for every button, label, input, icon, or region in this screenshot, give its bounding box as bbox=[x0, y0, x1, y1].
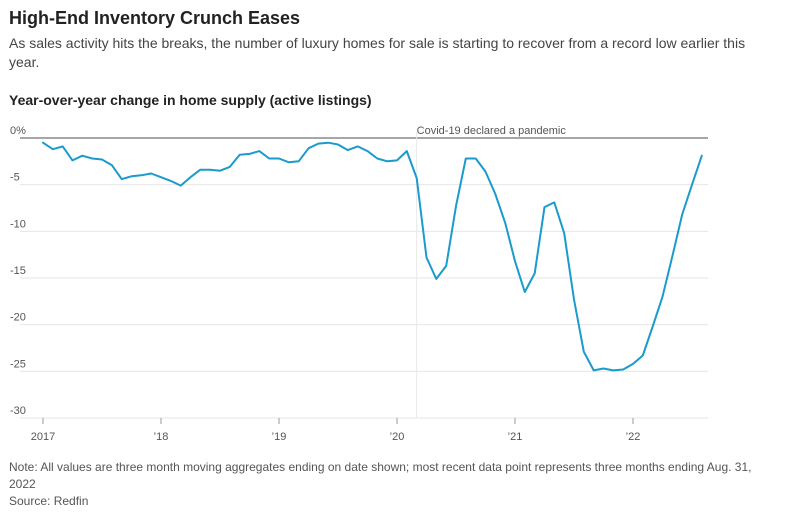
annotation-layer: Covid-19 declared a pandemic bbox=[417, 125, 567, 418]
data-point bbox=[396, 159, 398, 161]
series-layer bbox=[42, 142, 703, 372]
data-point bbox=[593, 369, 595, 371]
y-tick-label: 0% bbox=[10, 125, 26, 137]
data-point bbox=[52, 148, 54, 150]
x-tick-label: ’19 bbox=[272, 431, 287, 443]
data-point bbox=[130, 175, 132, 177]
data-point bbox=[514, 260, 516, 262]
data-point bbox=[366, 150, 368, 152]
data-point bbox=[337, 143, 339, 145]
data-point bbox=[416, 177, 418, 179]
data-point bbox=[288, 161, 290, 163]
data-point bbox=[583, 351, 585, 353]
data-point bbox=[317, 142, 319, 144]
footnote: Note: All values are three month moving … bbox=[9, 459, 779, 493]
data-point bbox=[701, 155, 703, 157]
data-point bbox=[71, 159, 73, 161]
data-point bbox=[160, 176, 162, 178]
data-point bbox=[435, 278, 437, 280]
data-point bbox=[602, 367, 604, 369]
data-point bbox=[425, 256, 427, 258]
data-point bbox=[553, 201, 555, 203]
chart-headline: High-End Inventory Crunch Eases bbox=[9, 8, 300, 29]
data-point bbox=[209, 169, 211, 171]
data-point bbox=[258, 150, 260, 152]
data-point bbox=[180, 184, 182, 186]
y-tick-label: -25 bbox=[10, 358, 26, 370]
data-point bbox=[268, 157, 270, 159]
data-point bbox=[406, 150, 408, 152]
x-tick-label: ’18 bbox=[154, 431, 169, 443]
data-point bbox=[612, 369, 614, 371]
y-tick-label: -20 bbox=[10, 312, 26, 324]
data-point bbox=[121, 178, 123, 180]
data-point bbox=[563, 232, 565, 234]
data-point bbox=[62, 145, 64, 147]
data-point bbox=[347, 149, 349, 151]
data-point bbox=[465, 157, 467, 159]
data-point bbox=[386, 160, 388, 162]
data-point bbox=[573, 298, 575, 300]
chart-subtitle: As sales activity hits the breaks, the n… bbox=[9, 34, 779, 72]
data-point bbox=[150, 172, 152, 174]
data-point bbox=[671, 255, 673, 257]
data-point bbox=[494, 193, 496, 195]
data-point bbox=[484, 170, 486, 172]
x-tick-label: ’21 bbox=[508, 431, 523, 443]
data-point bbox=[298, 160, 300, 162]
data-point bbox=[622, 368, 624, 370]
data-point bbox=[91, 157, 93, 159]
pandemic-annotation: Covid-19 declared a pandemic bbox=[417, 125, 567, 137]
data-point bbox=[219, 170, 221, 172]
data-point bbox=[691, 184, 693, 186]
data-point bbox=[543, 206, 545, 208]
data-point bbox=[199, 169, 201, 171]
data-point bbox=[504, 222, 506, 224]
axis-layer: 0% -5 -10 -15 -20 -25 -30 2017 ’18 ’19 ’20 ’21 ’22 bbox=[10, 125, 640, 443]
data-point bbox=[455, 205, 457, 207]
y-tick-label: -10 bbox=[10, 218, 26, 230]
data-point bbox=[239, 154, 241, 156]
data-point bbox=[81, 155, 83, 157]
data-point bbox=[101, 158, 103, 160]
data-point bbox=[632, 363, 634, 365]
data-point bbox=[661, 296, 663, 298]
data-point bbox=[376, 157, 378, 159]
grid-layer bbox=[20, 138, 708, 418]
y-tick-label: -30 bbox=[10, 405, 26, 417]
data-point bbox=[327, 142, 329, 144]
x-tick-label: 2017 bbox=[31, 431, 55, 443]
data-point bbox=[229, 166, 231, 168]
data-point bbox=[42, 142, 44, 144]
data-point bbox=[681, 213, 683, 215]
x-tick-label: ’22 bbox=[626, 431, 641, 443]
data-point bbox=[475, 157, 477, 159]
chart-title: Year-over-year change in home supply (ac… bbox=[9, 92, 372, 108]
x-tick-label: ’20 bbox=[390, 431, 405, 443]
line-chart: 0% -5 -10 -15 -20 -25 -30 2017 ’18 ’19 ’20 ’21 ’22 C… bbox=[0, 118, 788, 458]
data-point bbox=[357, 145, 359, 147]
data-point bbox=[189, 176, 191, 178]
data-point bbox=[534, 272, 536, 274]
y-tick-label: -5 bbox=[10, 172, 20, 184]
data-point bbox=[248, 153, 250, 155]
data-point bbox=[652, 325, 654, 327]
data-point bbox=[170, 180, 172, 182]
data-point bbox=[140, 174, 142, 176]
source-line: Source: Redfin bbox=[9, 494, 88, 508]
series-line bbox=[43, 143, 702, 371]
data-point bbox=[111, 164, 113, 166]
y-tick-label: -15 bbox=[10, 265, 26, 277]
data-point bbox=[445, 265, 447, 267]
data-point bbox=[278, 157, 280, 159]
data-point bbox=[642, 354, 644, 356]
data-point bbox=[524, 291, 526, 293]
data-point bbox=[307, 147, 309, 149]
